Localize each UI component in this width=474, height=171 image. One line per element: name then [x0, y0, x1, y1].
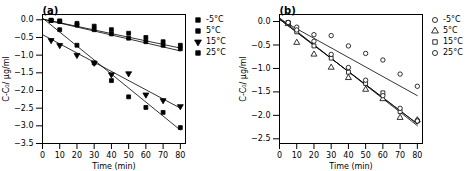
html-text:-5°C: -5°C — [443, 15, 461, 24]
svg-text:−2.5: −2.5 — [14, 104, 33, 113]
svg-text:60: 60 — [378, 151, 388, 160]
svg-text:−2.0: −2.0 — [14, 86, 33, 95]
svg-text:20: 20 — [309, 151, 319, 160]
svg-text:−1.5: −1.5 — [14, 68, 33, 77]
svg-text:−1.0: −1.0 — [251, 64, 270, 73]
svg-text:20: 20 — [72, 151, 82, 160]
html-text:5°C: 5°C — [443, 26, 458, 35]
html-text:25°C: 25°C — [206, 48, 226, 57]
svg-text:0.0: 0.0 — [258, 17, 271, 26]
svg-text:−3.5: −3.5 — [14, 139, 33, 148]
svg-text:40: 40 — [106, 151, 116, 160]
svg-text:−1.5: −1.5 — [251, 87, 270, 96]
svg-text:70: 70 — [158, 151, 168, 160]
svg-text:−0.5: −0.5 — [14, 33, 33, 42]
svg-text:60: 60 — [141, 151, 151, 160]
html-text:15°C: 15°C — [206, 37, 226, 46]
svg-text:30: 30 — [89, 151, 99, 160]
html-text:5°C: 5°C — [206, 26, 221, 35]
svg-text:50: 50 — [124, 151, 134, 160]
svg-text:70: 70 — [395, 151, 405, 160]
svg-text:80: 80 — [412, 151, 422, 160]
svg-text:50: 50 — [361, 151, 371, 160]
svg-text:30: 30 — [326, 151, 336, 160]
svg-text:−2.0: −2.0 — [251, 111, 270, 120]
svg-text:Time (min): Time (min) — [328, 162, 372, 171]
svg-text:Time (min): Time (min) — [91, 162, 135, 171]
svg-text:10: 10 — [55, 151, 65, 160]
svg-text:−2.5: −2.5 — [251, 134, 270, 143]
html-text:-5°C: -5°C — [206, 15, 224, 24]
svg-text:0: 0 — [40, 151, 45, 160]
svg-text:80: 80 — [175, 151, 185, 160]
html-text:25°C: 25°C — [443, 48, 463, 57]
svg-text:10: 10 — [292, 151, 302, 160]
html-text:15°C: 15°C — [443, 37, 463, 46]
svg-text:0.0: 0.0 — [21, 15, 34, 24]
svg-text:−0.5: −0.5 — [251, 41, 270, 50]
svg-text:(b): (b) — [280, 5, 296, 16]
svg-text:−1.0: −1.0 — [14, 51, 33, 60]
svg-text:C-C₀/ μg/ml: C-C₀/ μg/ml — [2, 56, 11, 101]
svg-text:C-C₀/ μg/ml: C-C₀/ μg/ml — [239, 56, 248, 101]
svg-text:0: 0 — [277, 151, 282, 160]
svg-text:40: 40 — [343, 151, 353, 160]
svg-text:−3.0: −3.0 — [14, 121, 33, 130]
svg-text:(a): (a) — [43, 5, 59, 16]
